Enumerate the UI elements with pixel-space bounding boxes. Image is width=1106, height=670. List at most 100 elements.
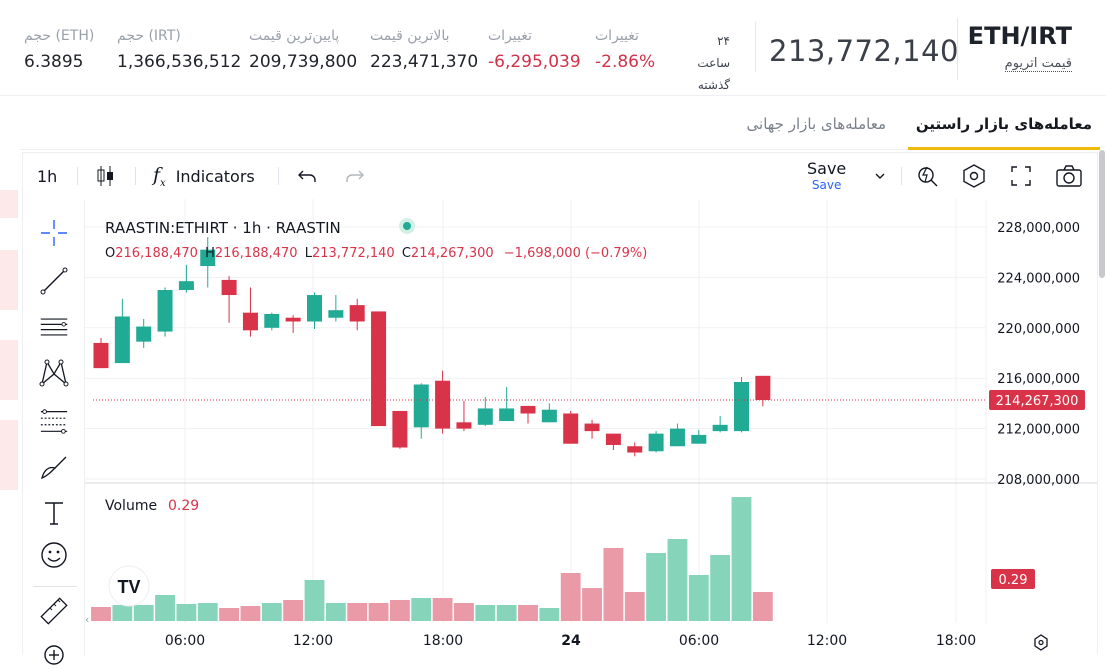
- drawing-toolbar: [23, 200, 85, 665]
- ruler-icon[interactable]: [39, 596, 69, 626]
- volume-bar: [261, 603, 282, 621]
- candle-body: [435, 380, 451, 429]
- volume-bar: [112, 605, 133, 621]
- toolbar-separator: [135, 167, 136, 185]
- brush-icon[interactable]: [39, 452, 69, 482]
- ohlc-h-label: H: [205, 246, 215, 261]
- stat-label: تغییرات: [488, 28, 532, 44]
- candle-body: [157, 290, 173, 332]
- volume-bar: [496, 605, 517, 621]
- symbol-legend: RAASTIN:ETHIRT · 1h · RAASTIN: [105, 219, 341, 237]
- tab-global-trades[interactable]: معامله‌های بازار جهانی: [746, 115, 886, 133]
- zoom-in-icon[interactable]: [39, 640, 69, 670]
- crosshair-icon[interactable]: [39, 218, 69, 248]
- text-tool-icon[interactable]: [39, 498, 69, 528]
- volume-legend-label: Volume: [105, 498, 157, 514]
- volume-bar: [624, 592, 645, 621]
- redo-icon[interactable]: [343, 164, 365, 188]
- horizontal-lines-icon[interactable]: [39, 312, 69, 342]
- chart-toolbar: 1h fx Indicators Save Save: [23, 153, 1097, 199]
- volume-bar: [347, 603, 368, 621]
- stat-change-absolute: تغییرات -6,295,039: [488, 28, 581, 72]
- time-axis-settings-icon[interactable]: [1034, 634, 1048, 651]
- candle-body: [755, 375, 771, 401]
- fullscreen-icon[interactable]: [1009, 164, 1033, 188]
- candle-body: [627, 446, 643, 453]
- emoji-icon[interactable]: [39, 540, 69, 570]
- time-axis[interactable]: 06:00 12:00 18:00 24 06:00 12:00 18:00: [165, 633, 976, 649]
- candle-body: [349, 305, 365, 322]
- candle-body: [93, 342, 109, 369]
- candles: [93, 237, 771, 457]
- scroll-left-icon[interactable]: ‹: [85, 613, 89, 626]
- price-tick-label: 224,000,000: [997, 271, 1080, 286]
- time-tick-label: 18:00: [936, 633, 976, 649]
- quick-search-icon[interactable]: [915, 164, 941, 188]
- chart-type-candles-icon[interactable]: [95, 164, 117, 188]
- ohlc-c-value: 214,267,300: [411, 246, 494, 261]
- volume-bar: [731, 497, 752, 621]
- volume-bar: [155, 595, 175, 621]
- volume-bar: [219, 608, 240, 621]
- price-tick-label: 208,000,000: [997, 473, 1080, 488]
- interval-button[interactable]: 1h: [37, 166, 58, 186]
- candle-body: [328, 310, 344, 318]
- market-ticker: حجم (ETH) 6.3895 حجم (IRT) 1,366,536,512…: [0, 0, 1106, 96]
- pattern-tool-icon[interactable]: [39, 358, 69, 388]
- page-scrollbar[interactable]: [1099, 150, 1105, 278]
- trend-line-icon[interactable]: [39, 266, 69, 296]
- volume-bar: [710, 555, 731, 621]
- price-axis[interactable]: 228,000,000 224,000,000 220,000,000 216,000…: [997, 221, 1080, 488]
- volume-bar: [560, 573, 581, 621]
- chart-canvas[interactable]: 228,000,000 224,000,000 220,000,000 216,000…: [23, 153, 1097, 656]
- volume-bar: [283, 600, 304, 621]
- candle-body: [413, 384, 429, 428]
- candle-body: [648, 433, 664, 452]
- pair-name: ETH/IRT: [967, 22, 1072, 50]
- indicators-button[interactable]: fx Indicators: [153, 164, 255, 189]
- volume-bar: [454, 603, 474, 621]
- candle-body: [734, 381, 749, 432]
- volume-bar: [752, 592, 773, 621]
- stat-value: 223,471,370: [370, 52, 479, 72]
- volume-tag-text: 0.29: [999, 573, 1028, 588]
- edge-decoration: [0, 250, 18, 310]
- volume-bar: [411, 598, 432, 621]
- ohlc-l-value: 213,772,140: [312, 246, 395, 261]
- divider: [957, 18, 958, 80]
- camera-icon[interactable]: [1055, 164, 1083, 188]
- period-line-1: ۲۴ ساعت: [697, 34, 730, 70]
- candle-body: [456, 422, 472, 429]
- chevron-down-icon[interactable]: [873, 164, 887, 188]
- volume-bar: [518, 605, 538, 621]
- pair-subtitle-link[interactable]: قیمت اتریوم: [1004, 56, 1072, 72]
- volume-tag: [991, 569, 1035, 589]
- candle-body: [136, 326, 152, 342]
- save-button[interactable]: Save Save: [807, 161, 846, 193]
- tab-raastin-trades[interactable]: معامله‌های بازار راستین: [915, 115, 1092, 133]
- candle-body: [712, 424, 728, 432]
- volume-bar: [667, 539, 688, 621]
- price-tick-label: 212,000,000: [997, 423, 1080, 438]
- tradingview-logo-icon[interactable]: TV: [108, 565, 150, 607]
- time-tick-label: 06:00: [165, 633, 205, 649]
- indicators-label: Indicators: [175, 166, 255, 186]
- settings-icon[interactable]: [961, 164, 987, 188]
- price-tick-label: 220,000,000: [997, 322, 1080, 337]
- candle-body: [605, 433, 621, 445]
- price-tick-label: 216,000,000: [997, 372, 1080, 387]
- volume-bar: [176, 604, 197, 621]
- volume-bar: [133, 605, 154, 621]
- ohlc-legend: O216,188,470 H216,188,470 L213,772,140 C…: [105, 246, 647, 261]
- volume-bar: [91, 607, 111, 621]
- time-tick-label: 24: [561, 633, 581, 649]
- undo-icon[interactable]: [297, 164, 319, 188]
- fib-retracement-icon[interactable]: [39, 406, 69, 436]
- volume-legend-value: 0.29: [168, 498, 199, 514]
- stat-volume-eth: حجم (ETH) 6.3895: [24, 28, 94, 72]
- stat-high-price: بالاترین قیمت 223,471,370: [370, 28, 478, 72]
- period-label: ۲۴ ساعت گذشته: [682, 30, 730, 96]
- candle-body: [221, 279, 237, 296]
- stat-label: حجم (ETH): [24, 28, 95, 44]
- candle-body: [691, 434, 707, 444]
